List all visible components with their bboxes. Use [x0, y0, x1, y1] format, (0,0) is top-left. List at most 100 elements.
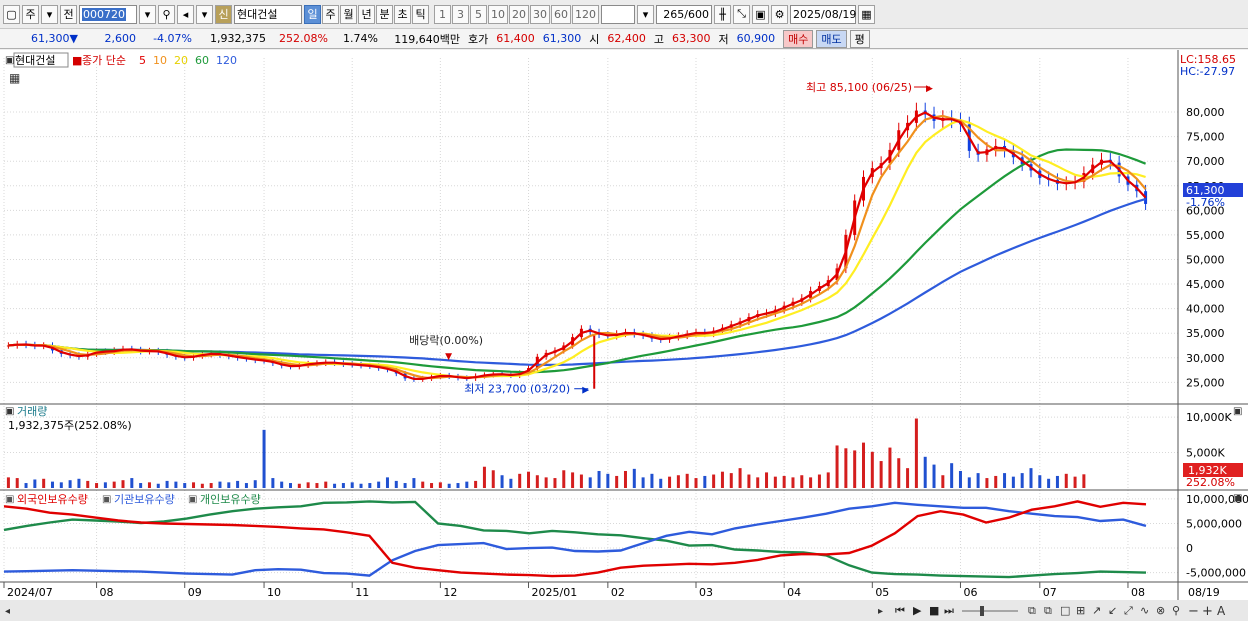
interval-dropdown-icon[interactable]: ▾ [637, 4, 654, 24]
annotations: 최고 85,100 (06/25) 최저 23,700 (03/20) 배당락(… [409, 81, 933, 396]
layout-icon[interactable]: ▢ [3, 4, 20, 24]
volume-bar [535, 475, 539, 488]
price-tick-label: 55,000 [1186, 229, 1225, 242]
volume-bar [482, 466, 486, 488]
volume-bar [571, 472, 575, 488]
stock-name[interactable]: 현대건설 [234, 4, 302, 24]
zoom-in-icon[interactable]: + [1202, 604, 1213, 619]
interval-button-0[interactable]: 1 [434, 4, 451, 24]
volume-bar [994, 475, 998, 488]
draw-icon[interactable]: ⤡ [733, 4, 750, 24]
period-button-5[interactable]: 초 [394, 4, 411, 24]
scroll-last-icon[interactable]: ⏭ [944, 604, 954, 617]
wave-tool-icon[interactable]: ∿ [1140, 604, 1149, 617]
volume-bar [720, 471, 724, 488]
volume-bar [870, 451, 874, 488]
speaker-dropdown-icon[interactable]: ▾ [196, 4, 213, 24]
ray-tool-icon[interactable]: ↙ [1108, 604, 1117, 617]
buy-button[interactable]: 매수 [783, 29, 814, 48]
volume-bar [174, 481, 178, 488]
zoom-out-icon[interactable]: − [1188, 604, 1199, 619]
date-input[interactable]: 2025/08/19 [790, 4, 856, 24]
volume-bar [1073, 476, 1077, 488]
zoom-slider-thumb[interactable] [980, 606, 984, 616]
volume-bar [941, 475, 945, 488]
eval-button[interactable]: 평 [849, 29, 870, 48]
period-button-4[interactable]: 분 [376, 4, 393, 24]
code-input[interactable]: 000720 [79, 4, 137, 24]
period-button-3[interactable]: 년 [358, 4, 375, 24]
search-chart-icon[interactable]: ⚲ [1172, 604, 1180, 617]
calendar-icon[interactable]: ▦ [858, 4, 875, 24]
code-value: 000720 [82, 7, 126, 21]
count-input[interactable]: 265/600 [656, 4, 712, 24]
ma-legend-item: 5 [139, 54, 146, 67]
volume-bar [368, 483, 372, 488]
candle-icon[interactable]: ╫ [714, 4, 731, 24]
interval-button-5[interactable]: 30 [530, 4, 550, 24]
stop-icon[interactable]: ■ [929, 604, 939, 617]
trend-tool-icon[interactable]: ⤢ [1124, 604, 1133, 617]
current-volume-marker: 1,932K 252.08% [1183, 463, 1243, 489]
prev-button[interactable]: 전 [60, 4, 77, 24]
volume-bar [950, 463, 954, 488]
dividend-marker: ▼ [445, 352, 452, 362]
scrollbar[interactable]: ◂ ▸ ⏮ ▶ ■ ⏭ ⧉ ⧉ □ ⊞ ↗ ↙ ⤢ ∿ ⊗ ⚲ − + A [0, 600, 1248, 621]
interval-button-6[interactable]: 60 [551, 4, 571, 24]
volume-close-icon[interactable]: ▣ [1233, 406, 1242, 417]
scroll-left-icon[interactable]: ◂ [5, 606, 10, 617]
interval-button-1[interactable]: 3 [452, 4, 469, 24]
period-button-2[interactable]: 월 [340, 4, 357, 24]
interval-button-2[interactable]: 5 [470, 4, 487, 24]
play-icon[interactable]: ▶ [913, 604, 922, 617]
volume-bar [500, 475, 504, 488]
interval-input[interactable] [601, 4, 635, 24]
volume-bar [280, 481, 284, 488]
holdings-legend-dot: ▣ [188, 494, 197, 505]
magnet-icon[interactable]: ⊗ [1156, 604, 1165, 617]
volume-bar [447, 483, 451, 488]
volume-bar [1047, 478, 1051, 488]
period-button-0[interactable]: 일 [304, 4, 321, 24]
volume-bar [1064, 473, 1068, 488]
volume-bar [888, 447, 892, 488]
volume-bar [385, 477, 389, 488]
panel-collapse-icon[interactable]: ▣ [5, 55, 14, 66]
volume-bar [244, 483, 248, 488]
volume-bar [1055, 475, 1059, 488]
frame-icon[interactable]: ⊞ [1076, 604, 1085, 617]
holdings-legend-item: 외국인보유수량 [17, 493, 88, 506]
copy-icon[interactable]: ⧉ [1044, 604, 1052, 617]
line-tool-icon[interactable]: ↗ [1092, 604, 1101, 617]
period-dropdown-icon[interactable]: ▾ [41, 4, 58, 24]
stock-chart[interactable]: ▣ 현대건설 ■ 종가 단순 5 10 20 60 120 ▦ LC:158.65 HC… [0, 50, 1248, 621]
scroll-first-icon[interactable]: ⏮ [895, 604, 905, 617]
font-size-icon[interactable]: A [1217, 604, 1226, 618]
split-icon[interactable]: ⧉ [1028, 604, 1036, 617]
volume-bar [562, 470, 566, 488]
period-button-1[interactable]: 주 [322, 4, 339, 24]
sell-button[interactable]: 매도 [816, 29, 847, 48]
x-tick-label: 02 [611, 586, 625, 599]
grid-table-icon[interactable]: ▦ [9, 71, 20, 85]
volume-bar [553, 478, 557, 488]
holdings-tick-label: 0 [1186, 542, 1193, 555]
scroll-right-icon[interactable]: ▸ [878, 606, 883, 617]
price-tick-label: 70,000 [1186, 155, 1225, 168]
box-icon[interactable]: □ [1060, 604, 1070, 617]
search-icon[interactable]: ⚲ [158, 4, 175, 24]
volume-bar [809, 477, 813, 488]
interval-button-3[interactable]: 10 [488, 4, 508, 24]
period-button-6[interactable]: 틱 [412, 4, 429, 24]
volume-collapse-icon[interactable]: ▣ [5, 406, 14, 417]
period-select[interactable]: 주 [22, 4, 39, 24]
speaker-icon[interactable]: ◂ [177, 4, 194, 24]
save-icon[interactable]: ▣ [752, 4, 769, 24]
interval-button-4[interactable]: 20 [509, 4, 529, 24]
holdings-close-icon[interactable]: ▣ [1233, 493, 1242, 504]
gear-icon[interactable]: ⚙ [771, 4, 788, 24]
volume-bar [615, 475, 619, 488]
volume-bar [685, 473, 689, 488]
code-dropdown-icon[interactable]: ▾ [139, 4, 156, 24]
interval-button-7[interactable]: 120 [572, 4, 599, 24]
